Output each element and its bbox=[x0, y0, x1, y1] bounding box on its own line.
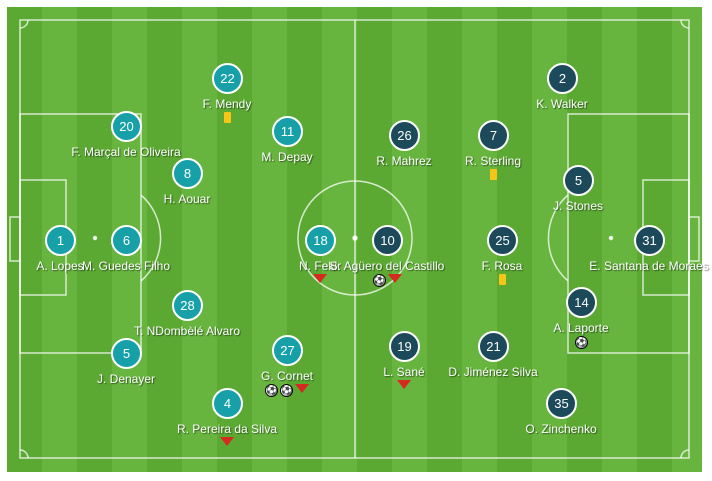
player-name: K. Walker bbox=[502, 98, 622, 112]
events bbox=[442, 274, 562, 285]
goal-icon: ⚽ bbox=[280, 384, 293, 397]
shirt-number[interactable]: 25 bbox=[487, 225, 518, 256]
events bbox=[344, 380, 464, 389]
player-name: J. Stones bbox=[518, 200, 638, 214]
shirt-number[interactable]: 2 bbox=[547, 63, 578, 94]
player-name: M. Guedes Filho bbox=[66, 260, 186, 274]
shirt-number[interactable]: 4 bbox=[212, 388, 243, 419]
player-name: J. Denayer bbox=[66, 373, 186, 387]
events bbox=[433, 169, 553, 180]
substituted-off-icon bbox=[295, 384, 309, 393]
shirt-number[interactable]: 18 bbox=[305, 225, 336, 256]
player-name-text: K. Walker bbox=[536, 97, 588, 111]
events: ⚽ bbox=[521, 336, 641, 349]
events bbox=[167, 112, 287, 123]
player-name-text: M. Guedes Filho bbox=[81, 259, 171, 273]
shirt-number[interactable]: 1 bbox=[45, 225, 76, 256]
shirt-number[interactable]: 26 bbox=[389, 120, 420, 151]
shirt-number[interactable]: 5 bbox=[111, 338, 142, 369]
shirt-number[interactable]: 5 bbox=[563, 165, 594, 196]
yellow-card-icon bbox=[498, 274, 506, 285]
substituted-off-icon bbox=[387, 274, 402, 283]
player-name-text: J. Denayer bbox=[96, 372, 156, 386]
player-name-text: F. Marçal de Oliveira bbox=[71, 145, 181, 159]
player-name-text: F. Mendy bbox=[202, 97, 252, 111]
player-name-text: D. Jiménez Silva bbox=[448, 365, 538, 379]
yellow-card-icon bbox=[223, 112, 231, 123]
shirt-number[interactable]: 19 bbox=[389, 331, 420, 362]
shirt-number[interactable]: 35 bbox=[546, 388, 577, 419]
yellow-card-icon bbox=[489, 169, 497, 180]
shirt-number[interactable]: 14 bbox=[566, 287, 597, 318]
player-name: F. Rosa bbox=[442, 260, 562, 285]
events bbox=[260, 274, 380, 283]
player-name-text: F. Rosa bbox=[481, 259, 523, 273]
player-name-text: J. Stones bbox=[552, 199, 604, 213]
player-name: H. Aouar bbox=[127, 193, 247, 207]
player-name: F. Marçal de Oliveira bbox=[66, 146, 186, 160]
player-name: M. Depay bbox=[227, 151, 347, 165]
shirt-number[interactable]: 21 bbox=[478, 331, 509, 362]
player-name-text: E. Santana de Moraes bbox=[589, 259, 709, 273]
player-name: T. NDombèlé Alvaro bbox=[127, 325, 247, 339]
player-name: A. Laporte ⚽ bbox=[521, 322, 641, 349]
player-name: R. Pereira da Silva bbox=[167, 423, 287, 446]
player-name: N. Fekir bbox=[260, 260, 380, 283]
player-name-text: A. Laporte bbox=[553, 321, 609, 335]
player-name-text: O. Zinchenko bbox=[525, 422, 597, 436]
shirt-number[interactable]: 31 bbox=[634, 225, 665, 256]
player-name-text: T. NDombèlé Alvaro bbox=[133, 324, 241, 338]
shirt-number[interactable]: 28 bbox=[172, 290, 203, 321]
shirt-number[interactable]: 10 bbox=[372, 225, 403, 256]
shirt-number[interactable]: 7 bbox=[478, 120, 509, 151]
player-name-text: L. Sané bbox=[383, 365, 425, 379]
player-name: A. Lopes bbox=[0, 260, 120, 274]
player-name: D. Jiménez Silva bbox=[433, 366, 553, 380]
shirt-number[interactable]: 22 bbox=[212, 63, 243, 94]
events bbox=[167, 437, 287, 446]
player-name-text: H. Aouar bbox=[163, 192, 211, 206]
pitch-lines bbox=[9, 19, 700, 459]
player-name: F. Mendy bbox=[167, 98, 287, 123]
player-name-text: N. Fekir bbox=[299, 259, 341, 273]
goal-icon: ⚽ bbox=[372, 274, 386, 287]
substituted-off-icon bbox=[220, 437, 234, 446]
substituted-off-icon bbox=[313, 274, 327, 283]
player-name: L. Sané bbox=[344, 366, 464, 389]
shirt-number[interactable]: 6 bbox=[111, 225, 142, 256]
player-name: S. Agüero del Castillo ⚽ bbox=[327, 260, 447, 287]
player-name-text: M. Depay bbox=[261, 150, 313, 164]
player-name: R. Sterling bbox=[433, 155, 553, 180]
player-name-text: S. Agüero del Castillo bbox=[329, 259, 445, 273]
goal-icon: ⚽ bbox=[265, 384, 278, 397]
events: ⚽ bbox=[327, 274, 447, 287]
player-name-text: A. Lopes bbox=[36, 259, 84, 273]
player-name-text: R. Sterling bbox=[464, 154, 522, 168]
player-name: G. Cornet ⚽ ⚽ bbox=[227, 370, 347, 397]
goal-icon: ⚽ bbox=[574, 336, 588, 349]
player-name: E. Santana de Moraes bbox=[589, 260, 709, 274]
player-name-text: R. Pereira da Silva bbox=[176, 422, 278, 436]
shirt-number[interactable]: 11 bbox=[272, 116, 303, 147]
shirt-number[interactable]: 27 bbox=[272, 335, 303, 366]
substituted-off-icon bbox=[397, 380, 411, 389]
player-name-text: R. Mahrez bbox=[376, 154, 432, 168]
player-name-text: G. Cornet bbox=[260, 369, 314, 383]
player-name: O. Zinchenko bbox=[501, 423, 621, 437]
player-name: R. Mahrez bbox=[344, 155, 464, 169]
shirt-number[interactable]: 8 bbox=[172, 158, 203, 189]
shirt-number[interactable]: 20 bbox=[111, 111, 142, 142]
events: ⚽ ⚽ bbox=[227, 384, 347, 397]
